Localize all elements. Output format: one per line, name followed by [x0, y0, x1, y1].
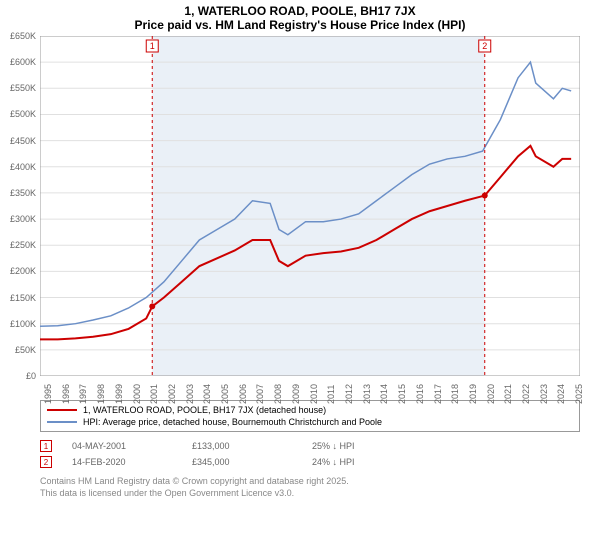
x-tick-label: 2022 — [521, 384, 531, 404]
x-tick-label: 2019 — [468, 384, 478, 404]
x-tick-label: 2017 — [433, 384, 443, 404]
y-tick-label: £50K — [0, 345, 36, 355]
y-tick-label: £0 — [0, 371, 36, 381]
x-tick-label: 2018 — [450, 384, 460, 404]
y-tick-label: £150K — [0, 293, 36, 303]
marker-table: 1 04-MAY-2001 £133,000 25% ↓ HPI 2 14-FEB-202… — [40, 438, 580, 470]
x-tick-label: 2024 — [556, 384, 566, 404]
y-tick-label: £400K — [0, 162, 36, 172]
x-tick-label: 2005 — [220, 384, 230, 404]
marker-date: 04-MAY-2001 — [72, 441, 172, 451]
x-tick-label: 2003 — [185, 384, 195, 404]
x-tick-label: 1998 — [96, 384, 106, 404]
marker-delta: 24% ↓ HPI — [312, 457, 412, 467]
y-tick-label: £450K — [0, 136, 36, 146]
x-tick-label: 1999 — [114, 384, 124, 404]
marker-id-box: 2 — [40, 456, 52, 468]
x-tick-label: 2010 — [309, 384, 319, 404]
legend-swatch — [47, 409, 77, 411]
x-tick-label: 2007 — [255, 384, 265, 404]
y-tick-label: £300K — [0, 214, 36, 224]
x-tick-label: 1996 — [61, 384, 71, 404]
x-tick-label: 2020 — [486, 384, 496, 404]
x-tick-label: 2006 — [238, 384, 248, 404]
credit-line-2: This data is licensed under the Open Gov… — [40, 488, 600, 500]
x-tick-label: 2016 — [415, 384, 425, 404]
marker-row: 1 04-MAY-2001 £133,000 25% ↓ HPI — [40, 438, 580, 454]
x-tick-label: 2025 — [574, 384, 584, 404]
svg-text:2: 2 — [482, 41, 487, 51]
x-tick-label: 2002 — [167, 384, 177, 404]
legend-swatch — [47, 421, 77, 423]
marker-delta: 25% ↓ HPI — [312, 441, 412, 451]
marker-date: 14-FEB-2020 — [72, 457, 172, 467]
x-tick-label: 1995 — [43, 384, 53, 404]
marker-price: £133,000 — [192, 441, 292, 451]
credit-line-1: Contains HM Land Registry data © Crown c… — [40, 476, 600, 488]
y-tick-label: £650K — [0, 31, 36, 41]
x-tick-label: 2013 — [362, 384, 372, 404]
credits: Contains HM Land Registry data © Crown c… — [40, 476, 600, 499]
y-axis: £0£50K£100K£150K£200K£250K£300K£350K£400… — [2, 36, 38, 376]
chart-title: 1, WATERLOO ROAD, POOLE, BH17 7JX — [0, 0, 600, 18]
marker-id-box: 1 — [40, 440, 52, 452]
legend-item: HPI: Average price, detached house, Bour… — [47, 416, 573, 428]
svg-text:1: 1 — [150, 41, 155, 51]
marker-price: £345,000 — [192, 457, 292, 467]
y-tick-label: £250K — [0, 240, 36, 250]
y-tick-label: £100K — [0, 319, 36, 329]
x-tick-label: 2004 — [202, 384, 212, 404]
x-tick-label: 2001 — [149, 384, 159, 404]
x-tick-label: 2008 — [273, 384, 283, 404]
y-tick-label: £350K — [0, 188, 36, 198]
x-tick-label: 1997 — [78, 384, 88, 404]
line-chart: 12 — [40, 36, 580, 376]
x-tick-label: 2014 — [379, 384, 389, 404]
x-tick-label: 2000 — [132, 384, 142, 404]
y-tick-label: £200K — [0, 266, 36, 276]
x-tick-label: 2012 — [344, 384, 354, 404]
chart-subtitle: Price paid vs. HM Land Registry's House … — [0, 18, 600, 36]
x-tick-label: 2015 — [397, 384, 407, 404]
chart-area: £0£50K£100K£150K£200K£250K£300K£350K£400… — [40, 36, 600, 396]
x-tick-label: 2021 — [503, 384, 513, 404]
x-axis: 1995 1996 1997 1998 1999 2000 2001 2002 2003 2004… — [40, 378, 580, 408]
marker-row: 2 14-FEB-2020 £345,000 24% ↓ HPI — [40, 454, 580, 470]
x-tick-label: 2011 — [326, 385, 336, 404]
legend-label: HPI: Average price, detached house, Bour… — [83, 417, 382, 427]
y-tick-label: £600K — [0, 57, 36, 67]
x-tick-label: 2023 — [539, 384, 549, 404]
x-tick-label: 2009 — [291, 384, 301, 404]
y-tick-label: £550K — [0, 83, 36, 93]
y-tick-label: £500K — [0, 109, 36, 119]
